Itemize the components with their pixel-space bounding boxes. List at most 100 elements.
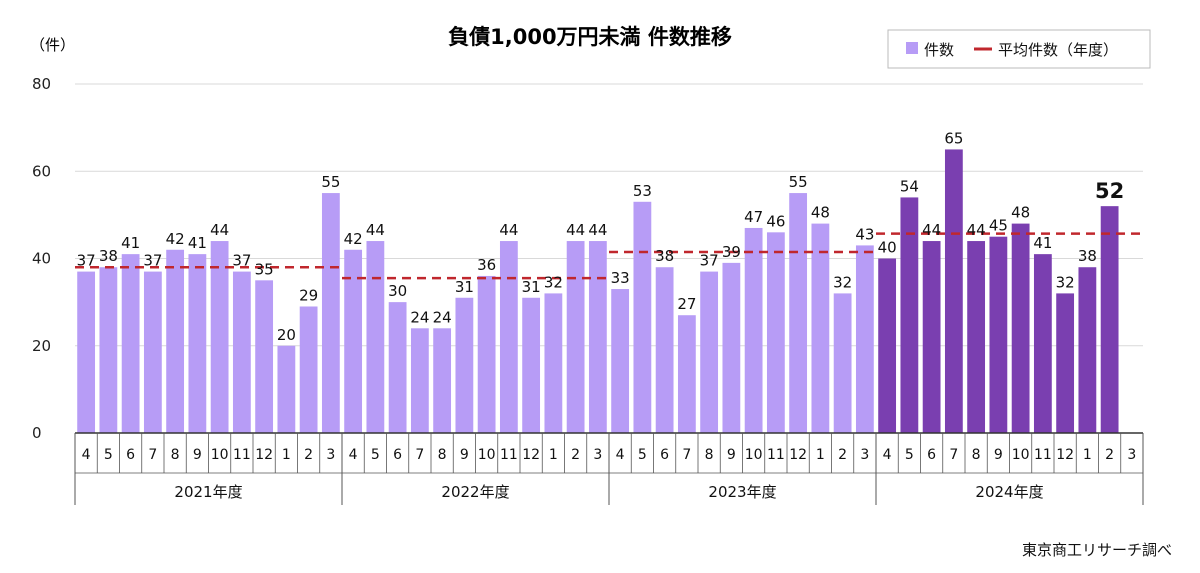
bar-2021年度-10 (210, 241, 229, 433)
x-tick-label: 4 (349, 447, 358, 463)
bar-2024年度-8 (967, 241, 986, 433)
legend: 件数 平均件数（年度） (887, 29, 1151, 69)
data-label: 32 (833, 273, 852, 291)
y-axis-unit-label: （件） (30, 36, 75, 54)
data-label: 45 (989, 217, 1008, 235)
data-label: 40 (878, 239, 897, 257)
x-tick-label: 7 (148, 447, 157, 463)
bar-2023年度-11 (766, 232, 785, 433)
bar-2021年度-2 (299, 306, 318, 433)
x-tick-label: 7 (949, 447, 958, 463)
x-tick-label: 5 (104, 447, 113, 463)
x-tick-label: 7 (415, 447, 424, 463)
y-tick-label: 0 (32, 424, 42, 442)
bar-2023年度-7 (677, 315, 696, 433)
data-label: 41 (188, 234, 207, 252)
data-label: 35 (255, 260, 274, 278)
data-label: 47 (744, 208, 763, 226)
bar-2023年度-4 (611, 289, 630, 433)
data-label: 44 (366, 221, 385, 239)
x-tick-label: 9 (193, 447, 202, 463)
data-label: 44 (499, 221, 518, 239)
data-label: 24 (410, 308, 429, 326)
x-tick-label: 8 (705, 447, 714, 463)
data-label: 38 (99, 247, 118, 265)
bar-2022年度-3 (588, 241, 607, 433)
bar-2022年度-9 (455, 297, 474, 433)
data-label: 37 (77, 252, 96, 270)
x-tick-label: 5 (905, 447, 914, 463)
x-tick-label: 3 (860, 447, 869, 463)
data-label: 32 (1056, 273, 1075, 291)
bar-2021年度-1 (277, 345, 296, 433)
x-tick-label: 5 (638, 447, 647, 463)
data-label: 38 (655, 247, 674, 265)
data-label: 37 (143, 252, 162, 270)
x-tick-label: 6 (126, 447, 135, 463)
data-label: 38 (1078, 247, 1097, 265)
data-label: 31 (455, 278, 474, 296)
x-tick-label: 10 (1012, 447, 1030, 463)
bar-2023年度-2 (833, 293, 852, 433)
x-tick-label: 1 (1083, 447, 1092, 463)
bar-2022年度-5 (366, 241, 385, 433)
data-label: 42 (344, 230, 363, 248)
x-tick-label: 8 (171, 447, 180, 463)
data-label: 41 (1033, 234, 1052, 252)
bar-2023年度-10 (744, 227, 763, 433)
x-tick-label: 11 (1034, 447, 1052, 463)
bar-2024年度-1 (1078, 267, 1097, 433)
bar-2023年度-6 (655, 267, 674, 433)
bar-2021年度-4 (77, 271, 96, 433)
bar-2022年度-11 (499, 241, 518, 433)
x-tick-label: 10 (745, 447, 763, 463)
data-label: 52 (1095, 179, 1124, 203)
data-label: 55 (321, 173, 340, 191)
x-tick-label: 5 (371, 447, 380, 463)
data-label: 54 (900, 177, 919, 195)
x-tick-label: 12 (1056, 447, 1074, 463)
x-tick-label: 10 (478, 447, 496, 463)
x-tick-label: 3 (593, 447, 602, 463)
x-tick-label: 11 (500, 447, 518, 463)
x-tick-label: 3 (326, 447, 335, 463)
data-label: 20 (277, 326, 296, 344)
bar-2021年度-11 (232, 271, 251, 433)
bar-2022年度-7 (410, 328, 429, 433)
x-tick-label: 1 (816, 447, 825, 463)
bar-2023年度-8 (700, 271, 719, 433)
x-tick-label: 6 (393, 447, 402, 463)
x-tick-label: 1 (282, 447, 291, 463)
data-label: 44 (967, 221, 986, 239)
x-tick-label: 12 (522, 447, 540, 463)
data-label: 30 (388, 282, 407, 300)
bar-2021年度-7 (143, 271, 162, 433)
x-tick-label: 3 (1127, 447, 1136, 463)
bar-2022年度-4 (344, 249, 363, 433)
bar-2024年度-5 (900, 197, 919, 433)
bar-2021年度-12 (255, 280, 274, 433)
bar-2022年度-6 (388, 302, 407, 433)
x-tick-label: 4 (616, 447, 625, 463)
bar-2023年度-9 (722, 262, 741, 433)
data-label: 27 (677, 295, 696, 313)
bar-2024年度-10 (1011, 223, 1030, 433)
bar-2022年度-8 (433, 328, 452, 433)
data-label: 41 (121, 234, 140, 252)
bar-2024年度-11 (1033, 254, 1052, 433)
data-label: 24 (433, 308, 452, 326)
x-tick-label: 2 (571, 447, 580, 463)
bar-2022年度-1 (544, 293, 563, 433)
bar-2023年度-3 (855, 245, 874, 433)
bar-2024年度-12 (1056, 293, 1075, 433)
legend-bar-swatch (906, 42, 918, 54)
data-label: 36 (477, 256, 496, 274)
data-label: 33 (611, 269, 630, 287)
year-label: 2024年度 (975, 483, 1043, 501)
data-label: 42 (166, 230, 185, 248)
x-tick-label: 12 (789, 447, 807, 463)
grid-layer (75, 83, 1143, 347)
